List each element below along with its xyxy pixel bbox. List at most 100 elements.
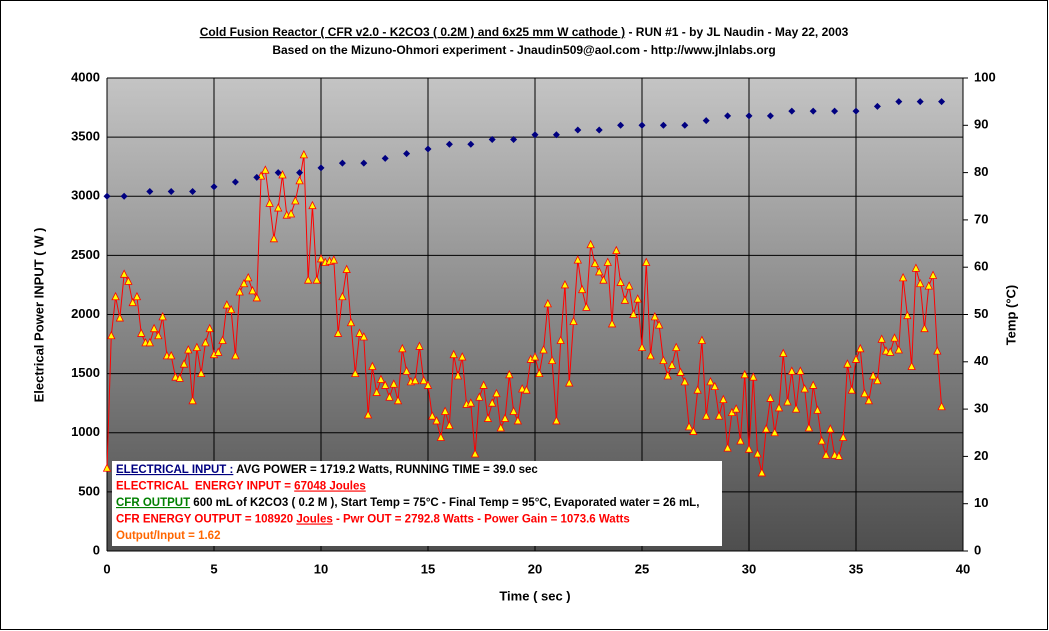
power-marker — [543, 298, 552, 308]
y2-tick-label: 50 — [974, 306, 988, 321]
power-marker — [693, 385, 702, 394]
power-marker — [188, 395, 197, 405]
power-marker — [856, 343, 865, 353]
temp-marker — [103, 192, 111, 200]
power-marker — [184, 345, 193, 354]
power-marker — [821, 450, 831, 459]
power-marker — [937, 401, 946, 411]
power-marker — [235, 287, 244, 296]
temp-marker — [809, 107, 817, 115]
power-marker — [269, 233, 279, 243]
annotation-text: CFR OUTPUT — [116, 497, 190, 509]
temp-marker — [788, 107, 796, 115]
temp-marker — [681, 121, 689, 129]
power-marker — [295, 175, 304, 185]
temp-marker — [381, 154, 389, 162]
y-tick-label: 2500 — [71, 247, 100, 262]
power-marker — [590, 258, 600, 268]
power-marker — [171, 372, 180, 381]
power-marker — [137, 328, 146, 337]
power-marker — [873, 375, 882, 385]
x-tick-label: 40 — [956, 561, 970, 576]
power-marker — [244, 272, 253, 282]
power-marker — [890, 333, 899, 342]
temp-marker — [253, 173, 261, 181]
power-marker — [676, 367, 685, 376]
power-marker — [453, 371, 463, 380]
power-marker — [175, 373, 184, 382]
temp-marker — [702, 117, 710, 125]
power-marker — [637, 342, 647, 352]
y-tick-label: 500 — [78, 483, 100, 498]
y2-axis-label: Temp (°C) — [1003, 285, 1018, 346]
power-marker — [813, 405, 822, 414]
power-marker — [830, 450, 839, 459]
power-marker — [389, 379, 398, 388]
power-marker — [560, 280, 570, 289]
temp-marker — [852, 107, 860, 115]
x-axis-label: Time ( sec ) — [499, 588, 570, 603]
power-marker — [393, 395, 403, 405]
temp-marker — [274, 169, 282, 177]
power-marker — [428, 411, 437, 420]
power-marker — [278, 170, 287, 179]
power-marker — [376, 374, 386, 383]
temp-marker — [120, 192, 128, 200]
y-tick-label: 2000 — [71, 306, 100, 321]
annotation-text: ELECTRICAL ENERGY INPUT = — [116, 481, 294, 493]
power-marker — [689, 426, 698, 435]
annotation-text: 600 mL of K2CO3 ( 0.2 M ), Start Temp = … — [190, 497, 699, 509]
temp-marker — [895, 98, 903, 106]
annotation-line: CFR ENERGY OUTPUT = 108920 Joules - Pwr … — [116, 514, 630, 526]
power-marker — [684, 421, 694, 431]
annotation-box — [112, 461, 722, 546]
x-tick-label: 0 — [103, 561, 110, 576]
power-marker — [924, 281, 933, 290]
temp-marker — [552, 131, 560, 139]
chart-subtitle: Based on the Mizuno-Ohmori experiment - … — [272, 43, 775, 57]
power-marker — [928, 270, 938, 279]
power-marker — [239, 278, 249, 288]
power-marker — [363, 410, 373, 419]
y2-tick-label: 0 — [974, 542, 981, 557]
power-marker — [466, 398, 475, 407]
power-marker — [766, 393, 775, 402]
power-marker — [205, 323, 214, 333]
temp-marker — [595, 126, 603, 134]
power-marker — [115, 313, 124, 322]
temp-marker — [467, 140, 475, 148]
x-tick-label: 5 — [210, 561, 217, 576]
power-marker — [753, 449, 762, 458]
power-marker — [411, 375, 420, 385]
temp-marker — [659, 121, 667, 129]
power-marker — [415, 341, 424, 350]
y2-tick-label: 30 — [974, 401, 988, 416]
power-marker — [124, 276, 133, 285]
annotation-text: Joules — [296, 514, 332, 526]
power-marker — [809, 380, 818, 389]
power-marker — [154, 330, 163, 340]
temp-marker — [360, 159, 368, 167]
power-marker — [329, 255, 338, 264]
power-marker — [479, 380, 488, 389]
power-marker — [119, 269, 129, 278]
power-marker — [599, 275, 608, 284]
power-marker — [603, 257, 612, 266]
power-marker — [839, 432, 848, 441]
power-marker — [744, 444, 754, 453]
power-marker — [222, 300, 231, 309]
power-marker — [736, 436, 745, 445]
temp-marker — [296, 169, 304, 177]
y-tick-label: 3000 — [71, 188, 100, 203]
power-marker — [920, 323, 929, 333]
power-marker — [804, 423, 814, 432]
power-marker — [167, 350, 176, 360]
power-marker — [907, 361, 916, 370]
temp-marker — [338, 159, 346, 167]
y-tick-label: 1000 — [71, 424, 100, 439]
marks — [102, 98, 946, 477]
power-marker — [513, 416, 523, 425]
temp-marker — [873, 102, 881, 110]
power-marker — [535, 368, 544, 378]
power-marker — [787, 366, 796, 375]
